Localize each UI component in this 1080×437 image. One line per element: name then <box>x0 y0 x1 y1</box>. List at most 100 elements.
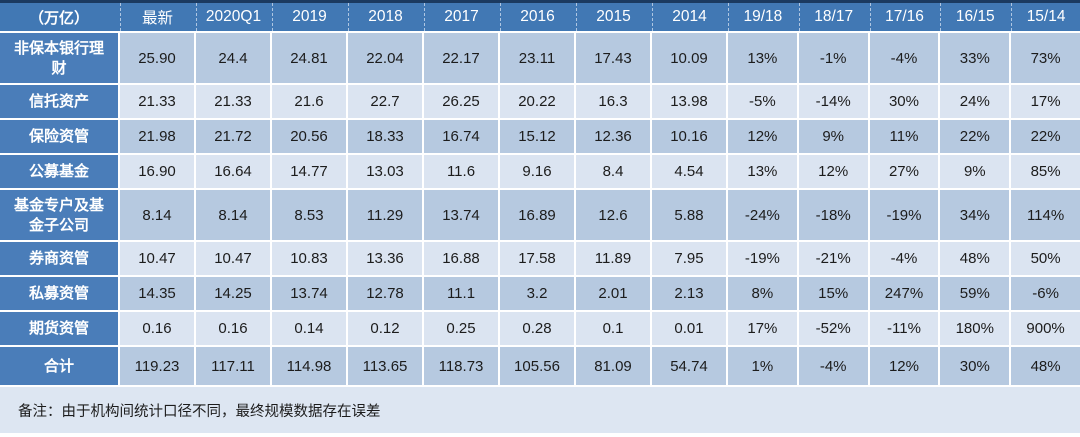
table-cell: 900% <box>1011 312 1080 345</box>
table-cell: 17.43 <box>576 33 650 83</box>
table-cell: 0.28 <box>500 312 574 345</box>
column-header: 2014 <box>652 3 726 31</box>
row-label: 期货资管 <box>0 312 118 345</box>
row-label: 私募资管 <box>0 277 118 310</box>
table-cell: 1% <box>728 347 797 385</box>
column-header: 2018 <box>348 3 422 31</box>
table-cell: 14.77 <box>272 155 346 188</box>
table-cell: 17.58 <box>500 242 574 275</box>
table-cell: 21.33 <box>196 85 270 118</box>
table-cell: 13.03 <box>348 155 422 188</box>
table-cell: 247% <box>869 277 939 310</box>
table-cell: 16.89 <box>500 190 574 240</box>
table-cell: -52% <box>798 312 868 345</box>
table-cell: 11.1 <box>424 277 498 310</box>
table-cell: 14.35 <box>120 277 194 310</box>
table-cell: 13.74 <box>424 190 498 240</box>
table-cell: 13.74 <box>272 277 346 310</box>
table-cell: 113.65 <box>348 347 422 385</box>
table-cell: 0.16 <box>120 312 194 345</box>
table-cell: 117.11 <box>196 347 270 385</box>
table-cell: 13.98 <box>652 85 726 118</box>
table-cell: 13.36 <box>348 242 422 275</box>
table-cell: -6% <box>1011 277 1080 310</box>
table-cell: 118.73 <box>424 347 498 385</box>
table-cell: -4% <box>798 347 868 385</box>
table-cell: 8.53 <box>272 190 346 240</box>
table-cell: 16.3 <box>576 85 650 118</box>
table-cell: 114.98 <box>272 347 346 385</box>
table-row: 信托资产 21.33 21.33 21.6 22.7 26.25 20.22 16.3 13.9… <box>0 85 1080 118</box>
column-header: 最新 <box>120 3 194 31</box>
table-cell: 0.01 <box>652 312 726 345</box>
table-cell: -19% <box>728 242 797 275</box>
table-cell: 85% <box>1011 155 1080 188</box>
table-cell: 24% <box>940 85 1010 118</box>
table-cell: -24% <box>728 190 797 240</box>
table-cell: 15% <box>798 277 868 310</box>
table-cell: 21.6 <box>272 85 346 118</box>
table-cell: 114% <box>1011 190 1080 240</box>
table-cell: -14% <box>798 85 868 118</box>
column-header: 2016 <box>500 3 574 31</box>
table-cell: 0.25 <box>424 312 498 345</box>
column-header: 18/17 <box>798 3 868 31</box>
table-cell: 3.2 <box>500 277 574 310</box>
table-cell: 34% <box>940 190 1010 240</box>
table-row: 期货资管 0.16 0.16 0.14 0.12 0.25 0.28 0.1 0.01 17% -5… <box>0 312 1080 345</box>
table-cell: 14.25 <box>196 277 270 310</box>
table-cell: 18.33 <box>348 120 422 153</box>
table-cell: -18% <box>798 190 868 240</box>
column-header: 16/15 <box>940 3 1009 31</box>
table-cell: -11% <box>869 312 939 345</box>
row-label: 合计 <box>0 347 118 385</box>
column-header: 2017 <box>424 3 498 31</box>
table-cell: 21.72 <box>196 120 270 153</box>
table-cell: 25.90 <box>120 33 194 83</box>
column-header: 17/16 <box>869 3 939 31</box>
table-cell: 0.12 <box>348 312 422 345</box>
column-header: 15/14 <box>1011 3 1080 31</box>
table-cell: 20.22 <box>500 85 574 118</box>
table-cell: 8.4 <box>576 155 650 188</box>
table-cell: 12% <box>798 155 868 188</box>
table-cell: 2.13 <box>652 277 726 310</box>
table-cell: 15.12 <box>500 120 574 153</box>
row-label: 券商资管 <box>0 242 118 275</box>
table-cell: 17% <box>1011 85 1080 118</box>
table-cell: 23.11 <box>500 33 574 83</box>
table-cell: 13% <box>728 155 797 188</box>
table-cell: 10.83 <box>272 242 346 275</box>
table-cell: 8.14 <box>120 190 194 240</box>
table-cell: 10.47 <box>196 242 270 275</box>
table-cell: 17% <box>728 312 797 345</box>
table-cell: 8.14 <box>196 190 270 240</box>
table-cell: 48% <box>1011 347 1080 385</box>
table-cell: 180% <box>940 312 1010 345</box>
table-cell: 10.09 <box>652 33 726 83</box>
table-cell: 21.33 <box>120 85 194 118</box>
table-row: 券商资管 10.47 10.47 10.83 13.36 16.88 17.58 11.89 7… <box>0 242 1080 275</box>
column-header: 2019 <box>272 3 346 31</box>
table-row: 私募资管 14.35 14.25 13.74 12.78 11.1 3.2 2.01 2.13 8… <box>0 277 1080 310</box>
table-cell: 54.74 <box>652 347 726 385</box>
table-cell: 11.89 <box>576 242 650 275</box>
table-cell: 24.81 <box>272 33 346 83</box>
column-header: 2020Q1 <box>196 3 270 31</box>
table-cell: -19% <box>869 190 939 240</box>
table-cell: 13% <box>728 33 797 83</box>
table-cell: 12.78 <box>348 277 422 310</box>
table-cell: 12% <box>728 120 797 153</box>
row-label: 基金专户及基金子公司 <box>0 190 118 240</box>
table-cell: -21% <box>798 242 868 275</box>
table-cell: 119.23 <box>120 347 194 385</box>
table-cell: 11% <box>869 120 939 153</box>
table-cell: 7.95 <box>652 242 726 275</box>
table-cell: 22% <box>1011 120 1080 153</box>
table-cell: 12.36 <box>576 120 650 153</box>
table-top-border <box>0 0 1080 3</box>
table-row: 非保本银行理财 25.90 24.4 24.81 22.04 22.17 23.11 17.4… <box>0 33 1080 83</box>
table-cell: 0.1 <box>576 312 650 345</box>
table-cell: 12% <box>869 347 939 385</box>
